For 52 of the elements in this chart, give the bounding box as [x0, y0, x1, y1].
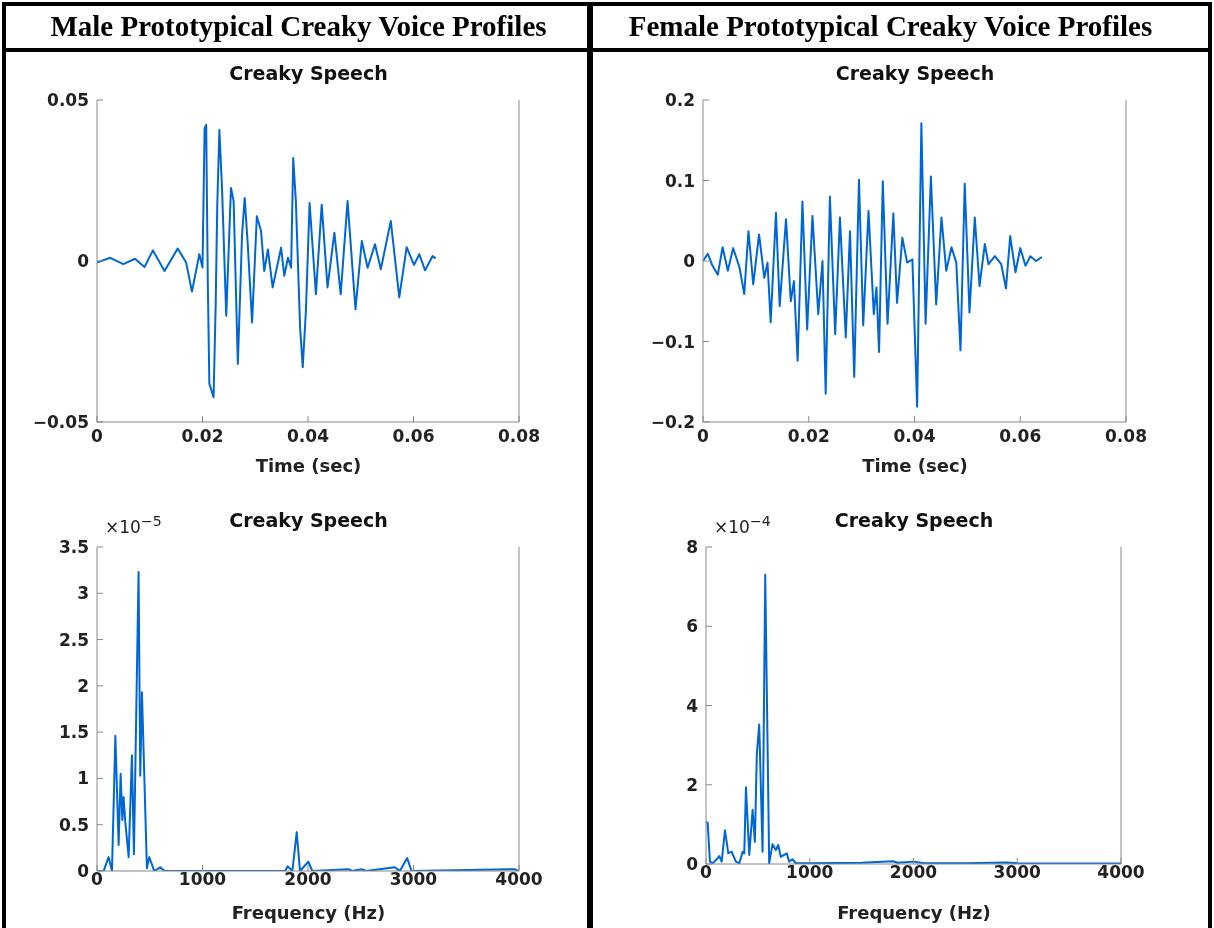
x-axis-title: Frequency (Hz): [230, 902, 387, 924]
y-tick-label: 2: [686, 774, 698, 795]
x-tick-label: 0.06: [392, 426, 435, 447]
x-tick-label: 0: [91, 426, 104, 447]
x-tick-label: 2000: [889, 862, 938, 883]
x-tick-label: 2000: [284, 869, 332, 890]
y-tick-label: 8: [686, 537, 698, 558]
text: Female Prototypical Creaky Voice Profiles: [627, 10, 1154, 43]
y-tick-label: 1: [77, 768, 89, 789]
y-tick-label: 2: [77, 675, 89, 696]
y-tick-label: 2.5: [58, 629, 89, 650]
x-axis-title: Time (sec): [861, 455, 969, 477]
x-axis-title: Time (sec): [254, 455, 363, 477]
x-tick-label: 4000: [495, 869, 543, 890]
x-tick-label: 1000: [178, 869, 227, 890]
y-tick-label: 0: [77, 251, 90, 272]
text: ×10$^{−5}$: [105, 513, 162, 537]
y-tick-label: 6: [686, 616, 698, 637]
y-tick-label: 4: [686, 695, 699, 716]
y-tick-label: −0.2: [650, 412, 695, 433]
x-tick-label: 0.08: [1105, 426, 1147, 447]
x-tick-label: 0: [91, 869, 104, 890]
y-tick-label: 0: [683, 251, 696, 272]
chart-title: Creaky Speech: [228, 62, 389, 84]
x-tick-label: 3000: [389, 869, 438, 890]
x-tick-label: 1000: [786, 862, 834, 883]
y-tick-label: 0.2: [664, 90, 695, 111]
y-tick-label: 0.5: [58, 814, 89, 835]
x-axis-title: Frequency (Hz): [836, 902, 992, 924]
x-tick-label: 0.04: [287, 426, 330, 447]
y-tick-label: −0.1: [650, 331, 695, 352]
x-tick-label: 0.02: [787, 426, 830, 447]
chart-title: Creaky Speech: [834, 509, 994, 531]
y-tick-label: 1.5: [58, 722, 89, 743]
text: Male Prototypical Creaky Voice Profiles: [49, 10, 548, 43]
x-tick-label: 0.02: [181, 426, 224, 447]
x-tick-label: 3000: [993, 862, 1042, 883]
y-tick-label: −0.05: [32, 412, 89, 433]
x-tick-label: 0.08: [498, 426, 540, 447]
x-tick-label: 4000: [1097, 862, 1145, 883]
y-tick-label: 0.05: [47, 90, 89, 111]
x-tick-label: 0.06: [999, 426, 1042, 447]
line-series: [97, 123, 437, 399]
y-tick-label: 3.5: [58, 537, 89, 558]
chart-title: Creaky Speech: [229, 509, 388, 531]
chart-title: Creaky Speech: [834, 62, 996, 84]
y-tick-label: 0.1: [664, 170, 695, 191]
line-series: [703, 122, 1043, 408]
x-tick-label: 0: [700, 862, 713, 883]
y-tick-label: 3: [77, 583, 89, 604]
x-tick-label: 0.04: [893, 426, 936, 447]
text: ×10$^{−4}$: [714, 513, 771, 537]
